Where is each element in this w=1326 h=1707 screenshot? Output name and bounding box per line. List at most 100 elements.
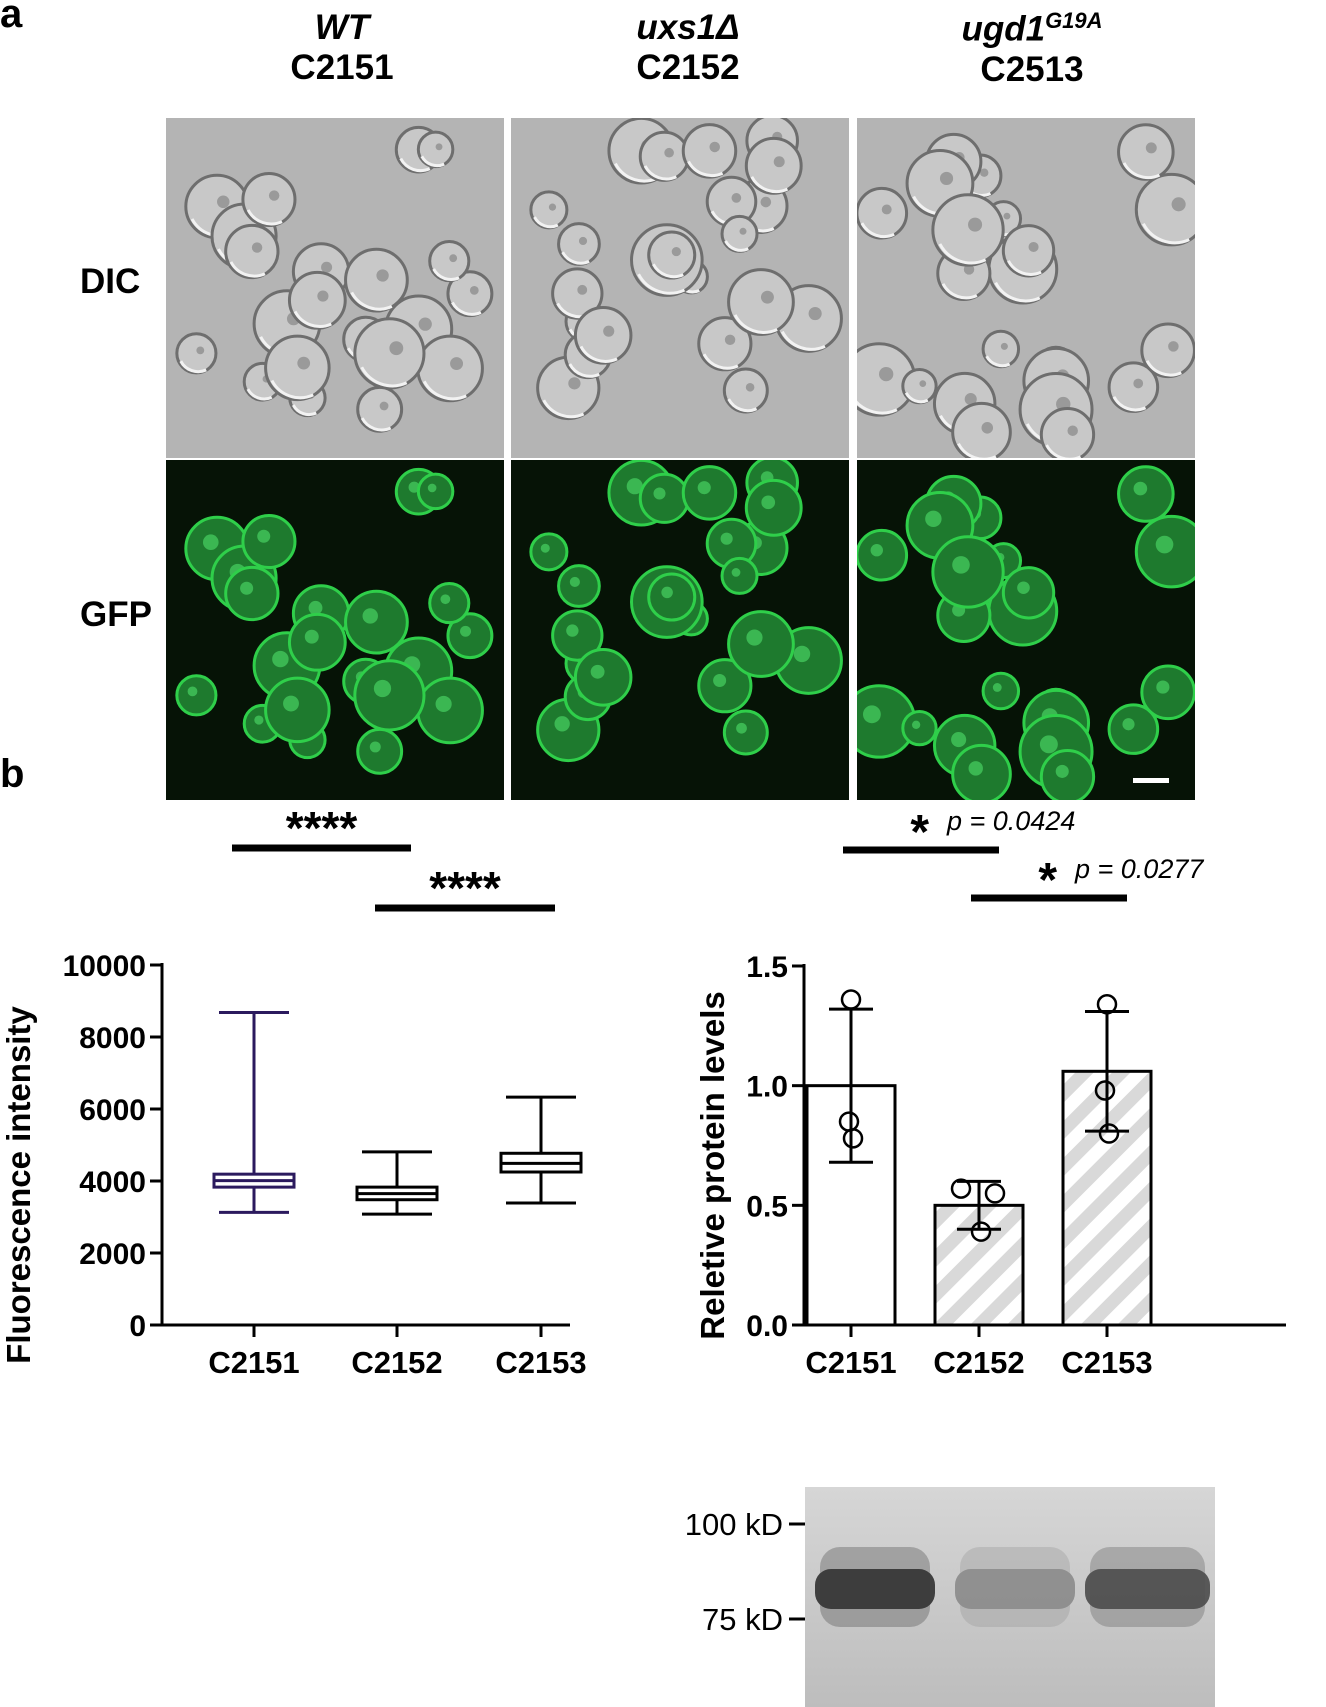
cell-highlight [1122, 162, 1161, 180]
cell-vacuole [808, 306, 822, 321]
micrograph-canvas [857, 118, 1195, 458]
cell [1001, 566, 1056, 620]
cell-spot [1155, 535, 1174, 554]
cell [344, 247, 409, 313]
cell [722, 367, 769, 414]
band-C2151 [815, 1569, 935, 1609]
strain-label: C2152 [636, 48, 740, 87]
data-point [1098, 1123, 1120, 1144]
cell-vacuole [939, 171, 954, 186]
dic-image-ugd1 [857, 118, 1195, 458]
marker-label: 75 kD [702, 1602, 783, 1637]
cell-highlight [957, 442, 997, 458]
cell-spot [952, 556, 970, 574]
y-tick-label: 1.0 [746, 1071, 788, 1104]
cell-spot [554, 716, 570, 732]
cell-vacuole [217, 195, 230, 209]
cell-spot [202, 534, 219, 551]
band-smear [1090, 1547, 1205, 1627]
cell [551, 609, 604, 662]
band-C2153 [1085, 1569, 1210, 1609]
cell [224, 223, 280, 280]
cell-highlight [724, 240, 749, 252]
cell [241, 171, 297, 228]
cell-vacuole [577, 284, 588, 295]
significance-stars: **** [286, 802, 358, 854]
cell-spot [254, 715, 264, 725]
cell-highlight [579, 345, 618, 363]
cell [647, 572, 697, 622]
gfp-image-ugd1 [857, 460, 1195, 800]
cell-spot [272, 650, 289, 668]
y-tick-label: 0.5 [746, 1190, 788, 1223]
cell [175, 332, 218, 375]
cell [573, 306, 633, 365]
cell-spot [968, 761, 983, 776]
cell [681, 465, 738, 521]
significance-star: * [1038, 854, 1057, 907]
cell-vacuole [1028, 241, 1039, 253]
cell-highlight [246, 388, 273, 401]
cell-highlight [542, 399, 585, 419]
cell-highlight [1045, 444, 1082, 458]
dic-image-wt [166, 118, 504, 458]
cell-highlight [293, 310, 332, 328]
cell [727, 268, 795, 336]
micrograph-canvas [511, 460, 849, 800]
cell-vacuole [379, 401, 389, 411]
cell [1039, 407, 1096, 458]
p-value-label: p = 0.0277 [1074, 854, 1204, 884]
cell-spot [697, 481, 711, 495]
cell [416, 676, 484, 745]
panel-letter-b: b [0, 752, 25, 796]
band-smear [960, 1547, 1070, 1627]
cell-highlight [533, 216, 559, 229]
strain-label: C2151 [290, 48, 394, 87]
x-tick-label: C2151 [805, 1345, 896, 1380]
cell-highlight [733, 314, 778, 334]
cell [681, 123, 738, 179]
bar-C2151 [805, 1084, 897, 1327]
panel-letter-a: a [0, 0, 23, 36]
cell [416, 130, 455, 169]
cell [224, 565, 280, 622]
cell [557, 564, 601, 608]
cell [697, 316, 753, 372]
y-tick-label: 10000 [63, 950, 146, 983]
cell-spot [746, 629, 763, 646]
cell-highlight [857, 400, 898, 415]
cell-vacuole [963, 264, 975, 275]
cell [931, 193, 1005, 267]
cell-highlight [451, 301, 482, 316]
box-C2152 [355, 1150, 439, 1216]
data-point [842, 1128, 864, 1149]
x-tick-label: C2153 [495, 1345, 586, 1380]
row-label-gfp: GFP [80, 595, 152, 634]
y-tick-label: 4000 [79, 1166, 146, 1199]
cell-highlight [651, 263, 684, 279]
cell [287, 612, 347, 672]
cell-vacuole [297, 356, 311, 370]
x-tick-label: C2152 [933, 1345, 1024, 1380]
cell-spot [308, 600, 323, 615]
cell-vacuole [739, 227, 747, 235]
data-point [840, 989, 862, 1010]
cell-spot [304, 629, 319, 644]
cell-vacuole [745, 382, 755, 392]
cell-spot [590, 664, 605, 679]
cell [416, 334, 484, 403]
column-header-uxs1: uxs1Δ C2152 [518, 8, 858, 88]
cell-spot [187, 686, 198, 697]
cell [428, 582, 471, 625]
genotype-superscript: G19A [1045, 8, 1103, 33]
cell-spot [362, 608, 378, 624]
box-C2151 [212, 1011, 296, 1214]
cell-vacuole [724, 334, 736, 346]
cell [1140, 664, 1195, 721]
cell-spot [653, 487, 666, 500]
cell [697, 658, 753, 714]
cell-spot [440, 594, 451, 605]
cell-vacuole [578, 236, 588, 246]
cell-vacuole [1133, 378, 1144, 389]
column-header-ugd1: ugd1G19A C2513 [862, 8, 1202, 90]
